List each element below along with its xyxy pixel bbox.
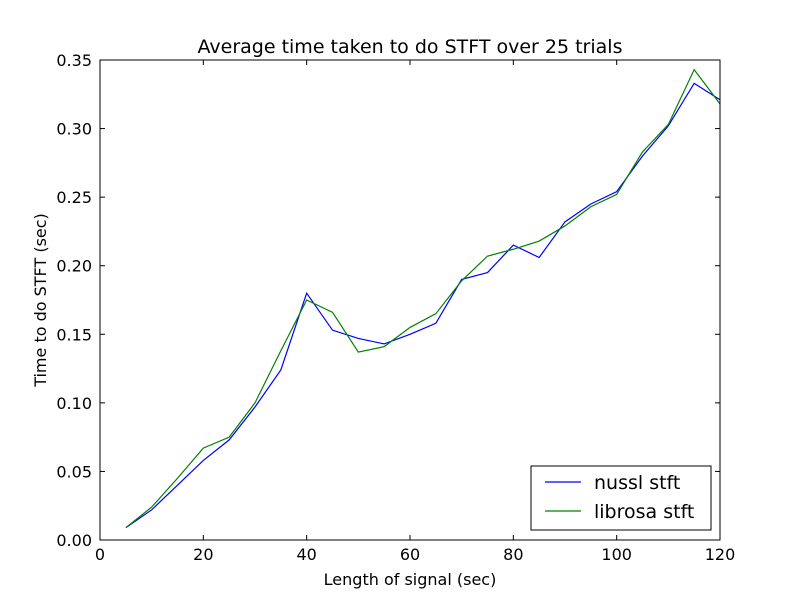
y-tick-label: 0.10 bbox=[56, 394, 92, 413]
legend-label-1: librosa stft bbox=[594, 501, 694, 523]
chart-title-layer: Average time taken to do STFT over 25 tr… bbox=[31, 36, 622, 589]
series-layer bbox=[125, 68, 721, 529]
y-tick-label: 0.15 bbox=[56, 325, 92, 344]
ticks-layer: 0 20 40 60 80 100 120 0.00 0.05 0.10 0.15 0.20 0.25 0… bbox=[56, 51, 735, 564]
chart-title: Average time taken to do STFT over 25 tr… bbox=[198, 36, 623, 58]
x-tick-label: 120 bbox=[705, 545, 736, 564]
legend-label-0: nussl stft bbox=[594, 472, 680, 494]
y-tick-label: 0.00 bbox=[56, 531, 92, 550]
x-axis-label: Length of signal (sec) bbox=[324, 570, 497, 589]
x-tick-label: 0 bbox=[95, 545, 105, 564]
plot-frame bbox=[99, 59, 721, 541]
series-line-1 bbox=[125, 68, 721, 529]
y-tick-label: 0.20 bbox=[56, 257, 92, 276]
series-line-0 bbox=[125, 82, 721, 529]
x-tick-label: 100 bbox=[601, 545, 632, 564]
y-tick-label: 0.35 bbox=[56, 51, 92, 70]
x-tick-label: 20 bbox=[193, 545, 213, 564]
y-tick-label: 0.30 bbox=[56, 120, 92, 139]
y-tick-label: 0.05 bbox=[56, 462, 92, 481]
x-tick-label: 40 bbox=[296, 545, 316, 564]
y-tick-label: 0.25 bbox=[56, 188, 92, 207]
y-axis-label: Time to do STFT (sec) bbox=[31, 213, 50, 388]
legend: nussl stft librosa stft bbox=[530, 465, 712, 531]
legend-box bbox=[530, 465, 712, 531]
x-tick-label: 60 bbox=[400, 545, 420, 564]
x-tick-label: 80 bbox=[503, 545, 523, 564]
